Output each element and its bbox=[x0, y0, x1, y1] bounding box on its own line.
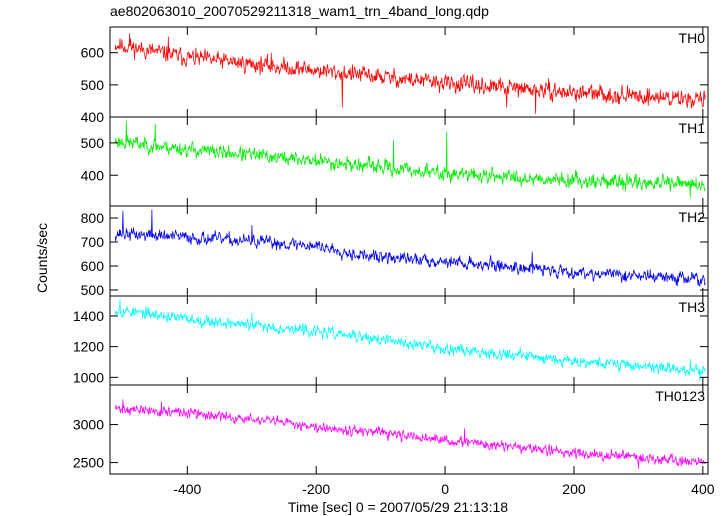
panel-frame bbox=[109, 384, 709, 475]
y-tick-label: 500 bbox=[81, 135, 105, 151]
panel-frame bbox=[109, 205, 709, 297]
series-line-th3 bbox=[114, 299, 706, 382]
series-label-th0123: TH0123 bbox=[655, 388, 705, 404]
y-tick-label: 1000 bbox=[73, 369, 104, 385]
y-tick-label: 1200 bbox=[73, 339, 104, 355]
y-tick-label: 600 bbox=[81, 258, 105, 274]
panel-frame bbox=[109, 116, 709, 207]
x-tick-label: 200 bbox=[562, 481, 586, 497]
x-tick-label: -200 bbox=[302, 481, 330, 497]
y-tick-label: 400 bbox=[81, 167, 105, 183]
y-axis-label: Counts/sec bbox=[34, 223, 50, 293]
x-tick-label: 400 bbox=[691, 481, 715, 497]
series-line-th0 bbox=[114, 33, 706, 114]
series-line-th0123 bbox=[114, 399, 706, 469]
y-tick-label: 500 bbox=[81, 77, 105, 93]
x-tick-label: 0 bbox=[441, 481, 449, 497]
series-label-th1: TH1 bbox=[679, 120, 706, 136]
panels-group: 400 500 600 TH0 400 500 TH1 500 600 700 800 TH2 1000… bbox=[73, 26, 715, 497]
chart-title: ae802063010_20070529211318_wam1_trn_4ban… bbox=[110, 3, 489, 19]
y-tick-label: 1400 bbox=[73, 308, 104, 324]
series-line-th1 bbox=[114, 120, 706, 198]
x-tick-label: -400 bbox=[173, 481, 201, 497]
x-axis-label: Time [sec] 0 = 2007/05/29 21:13:18 bbox=[288, 499, 508, 515]
series-line-th2 bbox=[114, 209, 706, 287]
panel-frame bbox=[109, 295, 709, 386]
y-tick-label: 3000 bbox=[73, 417, 104, 433]
y-tick-label: 400 bbox=[81, 109, 105, 125]
series-label-th2: TH2 bbox=[679, 209, 706, 225]
series-label-th0: TH0 bbox=[679, 30, 706, 46]
y-tick-label: 800 bbox=[81, 210, 105, 226]
y-tick-label: 700 bbox=[81, 234, 105, 250]
y-tick-label: 2500 bbox=[73, 455, 104, 471]
series-label-th3: TH3 bbox=[679, 299, 706, 315]
y-tick-label: 600 bbox=[81, 45, 105, 61]
y-tick-label: 500 bbox=[81, 282, 105, 298]
